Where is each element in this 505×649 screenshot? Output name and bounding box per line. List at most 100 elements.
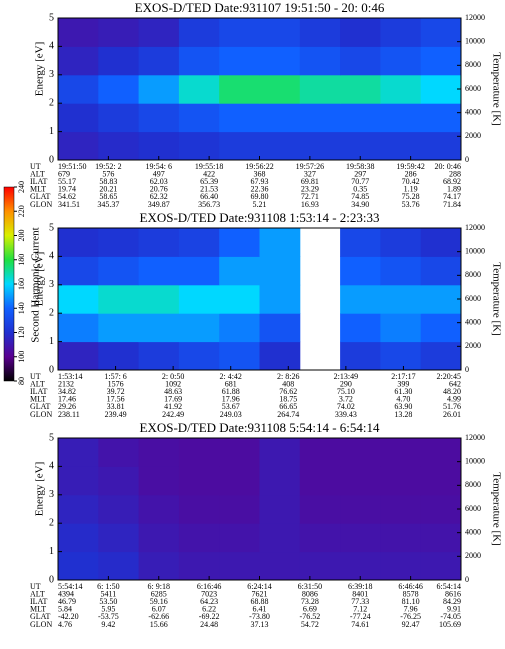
heatmap-cell [299,466,341,496]
heatmap-cell [178,46,220,76]
y-tick-label: 5 [49,432,54,443]
heatmap-cell [138,523,180,553]
table-cell: 4.99 [447,395,461,404]
table-cell: 399 [397,379,409,388]
panel-title: EXOS-D/TED Date:931108 1:53:14 - 2:23:33 [140,210,380,225]
heatmap-cell [178,18,220,47]
y2-tick-label: 8000 [465,480,481,489]
table-cell: 576 [102,169,114,178]
heatmap-cell [259,551,301,581]
table-cell: 679 [58,169,70,178]
table-row-label: GLAT [30,402,51,411]
table-cell: 61.88 [222,387,240,396]
heatmap-cell [138,313,180,343]
table-cell: 55.17 [58,177,76,186]
table-cell: 34.82 [58,387,76,396]
table-cell: 6285 [151,589,167,598]
heatmap-cell [219,74,260,104]
table-cell: 7023 [201,589,217,598]
heatmap-cell [138,74,180,104]
heatmap-cell [380,46,422,76]
table-cell: 2:20:45 [437,372,461,381]
y-tick-label: 3 [49,489,54,500]
table-cell: 74.17 [443,192,461,201]
table-cell: 16.93 [301,200,319,209]
table-row-label: ILAT [30,177,47,186]
table-cell: 6:24:14 [247,582,271,591]
heatmap-cell [58,131,99,161]
table-cell: 68.92 [443,177,461,186]
colorbar-label: Second Harmonic Current [30,227,42,342]
heatmap-cell [259,523,301,553]
heatmap-cell [178,341,220,371]
heatmap-cell [420,466,462,496]
heatmap-cell [58,466,99,496]
heatmap-cell [98,313,140,343]
table-cell: 75.28 [402,192,420,201]
heatmap-cell [178,103,220,133]
table-cell: 345.37 [97,200,119,209]
heatmap-cell [420,284,462,314]
table-cell: 76.62 [279,387,297,396]
table-cell: 4.70 [396,395,410,404]
table-cell: 6.22 [202,605,216,614]
table-cell: 26.01 [443,410,461,419]
heatmap-cell [380,256,422,286]
heatmap-cell [138,131,180,161]
heatmap-cell [138,103,180,133]
table-cell: 68.88 [251,597,269,606]
y2-tick-label: 12000 [465,433,485,442]
heatmap-cell [420,228,462,257]
heatmap-cell [380,438,422,467]
heatmap-cell [340,74,381,104]
table-cell: 53.50 [99,597,117,606]
table-cell: -76.25 [400,612,421,621]
table-cell: 46.79 [58,597,76,606]
table-cell: 53.67 [222,402,240,411]
y2-tick-label: 4000 [465,317,481,326]
y2-tick-label: 2000 [465,131,481,140]
table-cell: 242.49 [162,410,184,419]
y-tick-label: 5 [49,222,54,233]
table-cell: 2: 4:42 [219,372,241,381]
table-cell: 5411 [101,589,117,598]
heatmap-cell [299,494,341,524]
table-cell: 2132 [58,379,74,388]
table-row-label: GLAT [30,612,51,621]
y-tick-label: 5 [49,12,54,23]
colorbar-tick-label: 80 [17,377,26,385]
table-cell: 9.42 [101,620,115,629]
heatmap-cell [98,523,140,553]
heatmap-cell [219,551,260,581]
table-cell: 19:59:42 [396,162,424,171]
table-cell: 61.30 [394,387,412,396]
table-cell: 1.19 [404,185,418,194]
y-axis-label: Energy [eV] [34,462,46,516]
table-cell: 408 [282,379,294,388]
table-cell: -69.22 [199,612,220,621]
heatmap-cell [219,46,260,76]
y-tick-label: 4 [49,251,54,262]
table-cell: 6.41 [253,605,267,614]
y-axis-label: Energy [eV] [34,42,46,96]
heatmap-cell [340,228,381,257]
table-cell: 497 [153,169,165,178]
table-cell: 74.61 [351,620,369,629]
table-cell: 21.53 [200,185,218,194]
panel-title: EXOS-D/TED Date:931107 19:51:50 - 20: 0:… [135,0,385,15]
heatmap-cell [138,466,180,496]
heatmap-cell [219,103,260,133]
heatmap-cell [58,284,99,314]
table-cell: 17.56 [107,395,125,404]
table-cell: 264.74 [277,410,299,419]
heatmap-cell [340,46,381,76]
heatmap-cell [340,284,381,314]
heatmap-cell [420,523,462,553]
table-cell: 19:56:22 [245,162,273,171]
heatmap-cell [259,228,301,257]
heatmap-cell [98,18,140,47]
y-tick-label: 1 [49,126,54,137]
heatmap-cell [299,131,341,161]
heatmap-cell [259,131,301,161]
y2-tick-label: 0 [465,575,469,584]
